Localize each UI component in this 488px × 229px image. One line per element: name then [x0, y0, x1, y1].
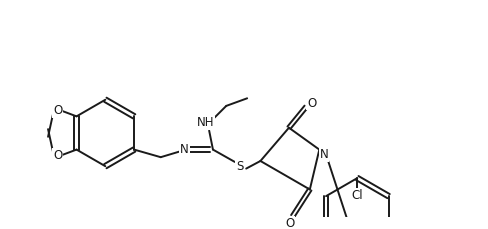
- Text: S: S: [236, 160, 243, 173]
- Text: O: O: [307, 97, 316, 109]
- Text: Cl: Cl: [351, 189, 363, 202]
- Text: O: O: [53, 104, 62, 117]
- Text: N: N: [180, 143, 189, 156]
- Text: N: N: [320, 148, 328, 161]
- Text: O: O: [285, 217, 295, 229]
- Text: O: O: [53, 149, 62, 162]
- Text: NH: NH: [197, 117, 214, 129]
